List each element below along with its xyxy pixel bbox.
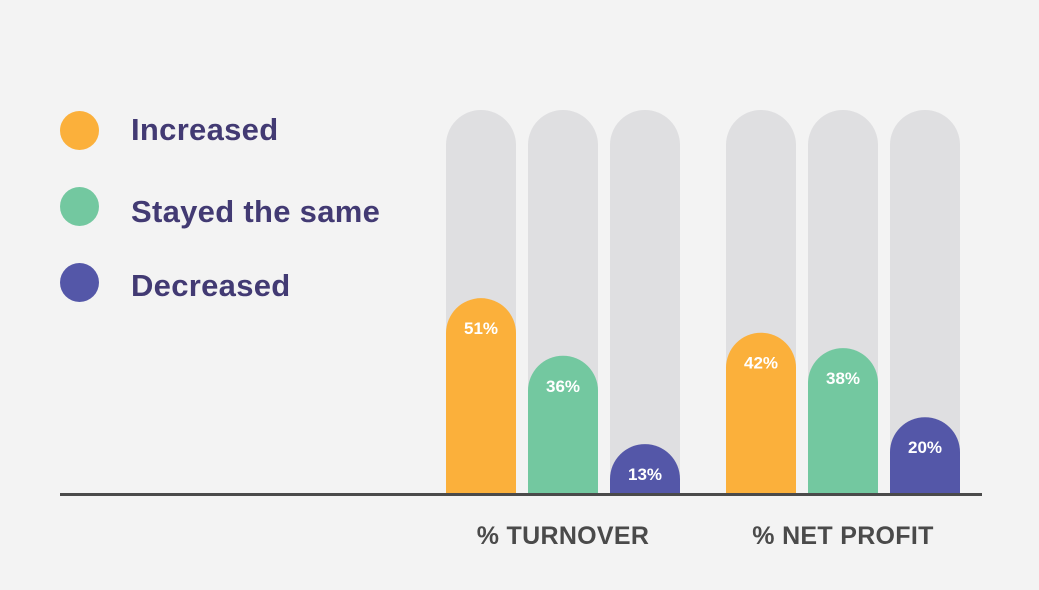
legend-item-decreased: Decreased [60, 262, 291, 303]
bar-track [890, 110, 960, 494]
value-label: 38% [826, 369, 860, 388]
value-label: 20% [908, 438, 942, 457]
bar-increased-turnover [446, 298, 516, 494]
bar-stayed-the-same-turnover [528, 355, 598, 494]
bar-increased-net-profit [726, 332, 796, 494]
legend-label-decreased: Decreased [131, 268, 291, 303]
category-label: % NET PROFIT [752, 522, 933, 550]
bar-decreased-turnover [610, 444, 680, 494]
value-label: 13% [628, 465, 662, 484]
legend-item-increased: Increased [60, 110, 278, 150]
legend-item-stayed-the-same: Stayed the same [60, 186, 380, 229]
legend-dot-decreased [60, 262, 99, 302]
legend-label-stayed-the-same: Stayed the same [131, 194, 381, 229]
legend-label-increased: Increased [131, 112, 279, 147]
legend-dot-increased [60, 110, 99, 150]
bar-track [610, 110, 680, 494]
legend-dot-stayed-the-same [60, 186, 99, 226]
value-label: 42% [744, 354, 778, 373]
category-label: % TURNOVER [477, 522, 649, 550]
value-label: 51% [464, 319, 498, 338]
bar-stayed-the-same-net-profit [808, 348, 878, 494]
value-label: 36% [546, 377, 580, 396]
bar-decreased-net-profit [890, 417, 960, 494]
x-axis-line [60, 493, 982, 496]
